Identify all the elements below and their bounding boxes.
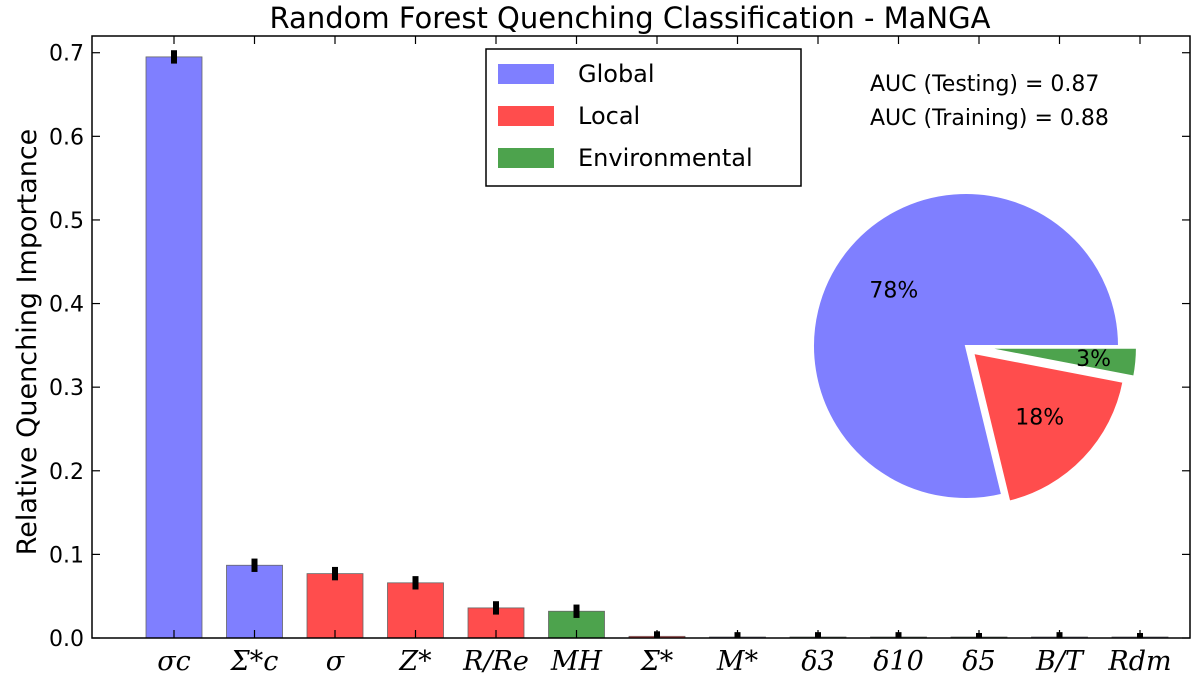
auc-training-annotation: AUC (Training) = 0.88 <box>870 106 1109 131</box>
pie-label-local: 18% <box>1015 405 1064 430</box>
pie-slice-environmental <box>983 346 1138 378</box>
bar <box>226 564 283 639</box>
legend-swatch-global <box>498 64 554 84</box>
plot-frame <box>91 35 1191 639</box>
x-tick-label: Z* <box>398 646 432 677</box>
x-ticks: σc Σ*c σ Z* R/Re MH Σ* M* δ3 δ10 δ5 B/T Rdm <box>157 36 1172 677</box>
x-tick-label: R/Re <box>462 646 529 677</box>
x-tick-label: B/T <box>1035 646 1085 677</box>
bar <box>387 582 444 639</box>
y-tick-label: 0.6 <box>49 125 84 150</box>
auc-testing-annotation: AUC (Testing) = 0.87 <box>870 72 1099 97</box>
pie-slice-global <box>812 192 1121 500</box>
pie-label-global: 78% <box>869 278 918 303</box>
y-tick-label: 0.4 <box>49 293 84 318</box>
legend-label-environmental: Environmental <box>578 144 753 172</box>
legend: Global Local Environmental <box>485 48 802 187</box>
y-tick-label: 0.5 <box>49 209 84 234</box>
pie-label-environmental: 3% <box>1076 347 1111 372</box>
x-tick-label: Σ* <box>640 646 674 677</box>
bar <box>145 56 203 639</box>
x-tick-label: σ <box>326 646 346 677</box>
y-ticks: 0.0 0.1 0.2 0.3 0.4 0.5 0.6 0.7 <box>49 42 1190 652</box>
x-tick-label: δ3 <box>801 646 834 677</box>
x-tick-label: δ10 <box>873 646 924 677</box>
pie-chart: 78% 18% 3% <box>812 192 1138 503</box>
bar <box>306 573 364 639</box>
x-tick-label: M* <box>716 646 759 677</box>
x-tick-label: δ5 <box>962 646 995 677</box>
x-tick-label: MH <box>550 646 603 677</box>
legend-label-global: Global <box>578 60 655 88</box>
pie-slice-local <box>971 351 1125 503</box>
x-tick-label: Σ*c <box>230 646 279 677</box>
x-tick-label: Rdm <box>1107 646 1171 677</box>
legend-label-local: Local <box>578 102 640 130</box>
y-tick-label: 0.0 <box>49 627 84 652</box>
y-tick-label: 0.7 <box>49 42 84 67</box>
legend-swatch-environmental <box>498 148 554 168</box>
x-tick-label: σc <box>157 646 191 677</box>
legend-swatch-local <box>498 106 554 126</box>
y-tick-label: 0.1 <box>49 543 84 568</box>
y-tick-label: 0.3 <box>49 376 84 401</box>
y-tick-label: 0.2 <box>49 460 84 485</box>
y-axis-label: Relative Quenching Importance <box>12 129 43 556</box>
chart-title: Random Forest Quenching Classification -… <box>270 1 991 35</box>
